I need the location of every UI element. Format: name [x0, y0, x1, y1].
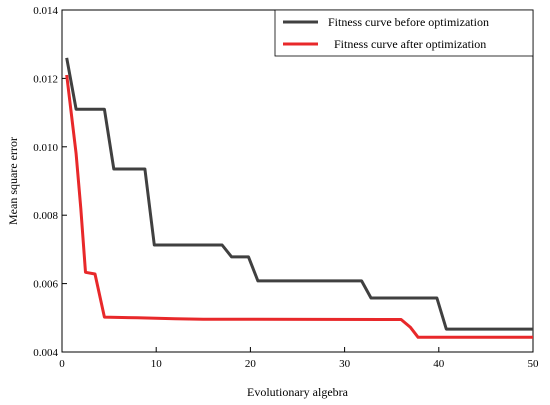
x-tick-label: 20 [245, 358, 257, 370]
plot-frame [61, 9, 534, 353]
legend-label-before: Fitness curve before optimization [328, 15, 489, 29]
y-tick-label: 0.006 [33, 279, 58, 291]
y-tick-label: 0.004 [33, 347, 58, 359]
y-tick-label: 0.008 [33, 210, 58, 222]
legend-label-after: Fitness curve after optimization [334, 37, 486, 51]
y-axis-ticks: 0.004 0.006 0.008 0.010 0.012 0.014 [33, 5, 67, 359]
x-tick-label: 30 [339, 358, 351, 370]
y-axis-title: Mean square error [6, 137, 20, 225]
y-tick-label: 0.012 [33, 73, 58, 85]
y-tick-label: 0.010 [33, 142, 58, 154]
series-layer [65, 57, 533, 339]
y-tick-label: 0.014 [33, 5, 58, 17]
legend: Fitness curve before optimization Fitnes… [274, 9, 534, 57]
series-line-before [65, 57, 533, 331]
x-tick-label: 50 [528, 358, 540, 370]
x-axis-title: Evolutionary algebra [247, 385, 349, 399]
x-tick-label: 10 [151, 358, 163, 370]
x-axis-ticks: 0 10 20 30 40 50 [59, 347, 539, 370]
plot-area [61, 9, 534, 353]
x-tick-label: 40 [433, 358, 445, 370]
x-tick-label: 0 [59, 358, 65, 370]
series-line-after [65, 74, 533, 339]
legend-box [274, 9, 534, 57]
